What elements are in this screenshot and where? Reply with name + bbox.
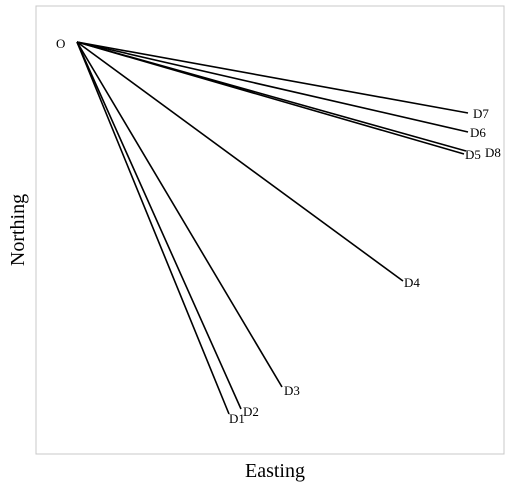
ray-label-d8: D8: [485, 145, 501, 160]
ray-label-d4: D4: [404, 275, 420, 290]
ray-d7: [76, 41, 469, 114]
ray-d6: [76, 41, 469, 133]
x-axis-title: Easting: [245, 460, 305, 482]
y-axis-title: Northing: [7, 194, 29, 266]
ray-d8: [76, 41, 467, 152]
ray-d4: [76, 41, 404, 282]
ray-d2: [76, 41, 242, 410]
ray-label-d2: D2: [243, 404, 259, 419]
origin-label: O: [56, 36, 65, 51]
plot-frame: [35, 5, 505, 455]
ray-label-d3: D3: [284, 383, 300, 398]
ray-label-d5: D5: [465, 147, 481, 162]
ray-d1: [76, 41, 230, 415]
ray-label-d6: D6: [470, 125, 486, 140]
ray-label-d1: D1: [229, 411, 245, 426]
ray-d3: [76, 41, 283, 388]
ray-label-d7: D7: [473, 106, 489, 121]
